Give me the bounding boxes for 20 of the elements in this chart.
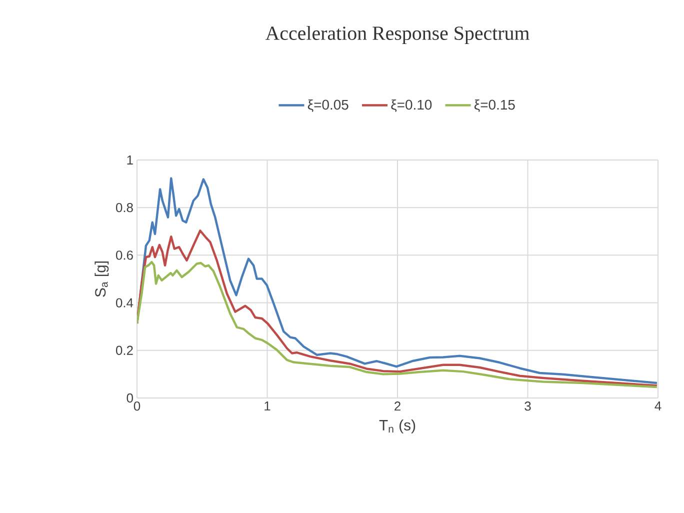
- legend-label: ξ=0.05: [308, 99, 348, 112]
- y-axis-title: S$_{a}$ [g]: [94, 262, 109, 297]
- line-series: [137, 230, 658, 387]
- y-tick-label: 0.8: [116, 202, 133, 212]
- chart-title: Acceleration Response Spectrum: [265, 26, 530, 44]
- line-series: [137, 177, 658, 384]
- y-tick-label: 0.4: [116, 298, 134, 308]
- y-tick-label: 0.2: [116, 346, 133, 355]
- x-tick-label: 0: [134, 402, 140, 411]
- legend-label: ξ=0.10: [391, 99, 432, 112]
- y-tick-label: 0: [126, 393, 133, 403]
- x-tick-label: 2: [394, 402, 400, 411]
- y-tick-label: 1: [127, 156, 133, 164]
- x-axis-title: T$_{n}$ (s): [379, 420, 416, 434]
- x-tick-label: 1: [264, 402, 270, 410]
- legend-label: ξ=0.15: [474, 99, 515, 112]
- line-series: [137, 260, 658, 388]
- x-tick-label: 3: [524, 402, 531, 411]
- y-tick-label: 0.6: [116, 250, 133, 260]
- x-tick-label: 4: [654, 402, 662, 410]
